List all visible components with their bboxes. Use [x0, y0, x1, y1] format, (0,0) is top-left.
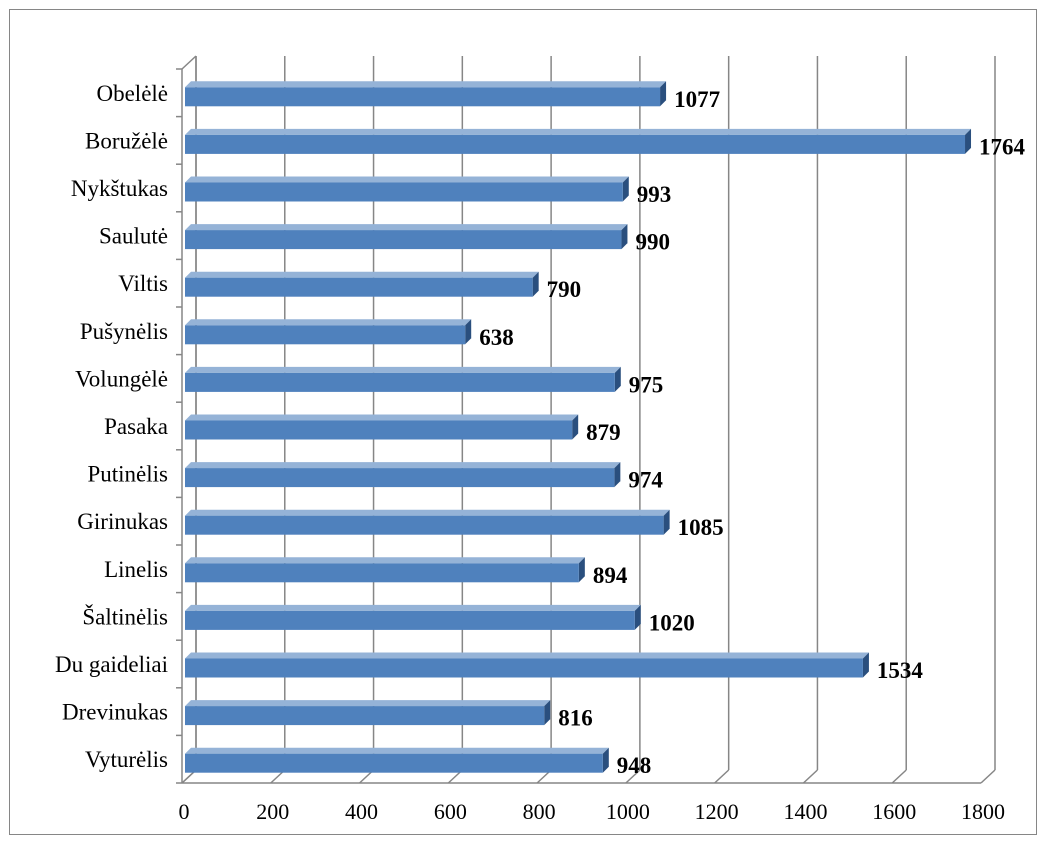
- bar-top: [185, 604, 641, 611]
- bar: [185, 277, 533, 297]
- bar-top: [185, 271, 539, 278]
- bar-side: [572, 414, 579, 440]
- category-label: Vyturėlis: [85, 747, 168, 772]
- category-label: Obelėlė: [96, 81, 168, 106]
- bar: [185, 706, 545, 726]
- bar-side: [602, 747, 609, 773]
- bar-top: [185, 652, 869, 659]
- bar-side: [578, 557, 585, 583]
- bar: [185, 753, 603, 773]
- x-tick-label: 200: [256, 799, 289, 824]
- bar-side: [614, 366, 621, 392]
- bar-top: [185, 366, 621, 373]
- bar-side: [465, 319, 472, 345]
- data-label: 1020: [649, 610, 695, 635]
- label-layer: 0 200 400 600 800 1000 1200 1400 1600 1800 Obelėlė…: [55, 81, 1026, 824]
- bar-top: [185, 81, 667, 88]
- data-label: 1534: [877, 658, 924, 683]
- bar: [185, 420, 573, 440]
- bar: [185, 372, 615, 392]
- data-label: 948: [617, 753, 652, 778]
- category-label: Pasaka: [104, 414, 168, 439]
- category-label: Boružėlė: [85, 128, 168, 153]
- bar-top: [185, 128, 972, 135]
- side-wall-top-edge: [181, 55, 197, 70]
- bar-top: [185, 176, 629, 183]
- bar-side: [660, 81, 667, 107]
- category-label: Girinukas: [77, 509, 168, 534]
- x-tick-label: 0: [179, 799, 190, 824]
- floor-gridline: [891, 769, 907, 784]
- data-label: 879: [586, 420, 621, 445]
- category-label: Viltis: [118, 271, 168, 296]
- x-tick-label: 1000: [606, 799, 650, 824]
- bar-top: [185, 462, 621, 469]
- bar-chart: 0 200 400 600 800 1000 1200 1400 1600 1800 Obelėlė…: [55, 55, 1026, 824]
- bar-side: [965, 128, 972, 154]
- data-label: 1077: [674, 87, 720, 112]
- x-tick-label: 1200: [695, 799, 739, 824]
- data-label: 1085: [678, 515, 724, 540]
- bar: [185, 325, 466, 345]
- bar: [185, 468, 615, 488]
- bar-side: [614, 462, 621, 488]
- bar-top: [185, 319, 472, 326]
- bar: [185, 658, 863, 678]
- data-label: 790: [547, 277, 582, 302]
- floor-gridline: [714, 769, 730, 784]
- category-label: Nykštukas: [71, 176, 168, 201]
- bar-side: [622, 176, 629, 202]
- x-tick-label: 400: [345, 799, 378, 824]
- bar-side: [862, 652, 869, 678]
- x-tick-label: 1600: [872, 799, 916, 824]
- data-label: 993: [637, 182, 672, 207]
- bar-top: [185, 509, 670, 516]
- category-label: Saulutė: [99, 224, 168, 249]
- category-label: Šaltinėlis: [82, 603, 168, 629]
- data-label: 1764: [979, 134, 1026, 159]
- category-label: Pušynėlis: [80, 319, 168, 344]
- bar-top: [185, 700, 551, 707]
- x-tick-label: 1800: [961, 799, 1005, 824]
- bar-side: [634, 604, 641, 630]
- bar-side: [544, 700, 551, 726]
- category-label: Volungėlė: [75, 366, 168, 391]
- floor-gridline: [625, 769, 641, 784]
- floor-gridline: [980, 769, 996, 784]
- bar: [185, 515, 664, 535]
- bar: [185, 230, 622, 250]
- category-label: Drevinukas: [62, 700, 168, 725]
- data-label: 816: [558, 706, 593, 731]
- data-label: 990: [635, 230, 670, 255]
- bar: [185, 182, 623, 202]
- bar-side: [621, 224, 628, 250]
- category-label: Putinėlis: [87, 462, 168, 487]
- bar-side: [532, 271, 539, 297]
- bar-top: [185, 224, 628, 231]
- bar-top: [185, 747, 609, 754]
- data-label: 894: [593, 563, 628, 588]
- bar: [185, 610, 635, 630]
- data-label: 638: [479, 325, 514, 350]
- grid-layer: [176, 55, 996, 784]
- x-tick-label: 600: [434, 799, 467, 824]
- bar-top: [185, 414, 579, 421]
- x-tick-label: 1400: [783, 799, 827, 824]
- bar-side: [663, 509, 670, 535]
- category-label: Linelis: [104, 557, 168, 582]
- bar-layer: [185, 81, 972, 773]
- data-label: 975: [629, 372, 664, 397]
- chart-frame: 0 200 400 600 800 1000 1200 1400 1600 1800 Obelėlė…: [9, 9, 1037, 835]
- category-label: Du gaideliai: [55, 652, 168, 677]
- bar: [185, 563, 579, 583]
- bar: [185, 134, 966, 154]
- bar: [185, 87, 661, 107]
- floor-gridline: [802, 769, 818, 784]
- x-tick-label: 800: [523, 799, 556, 824]
- bar-top: [185, 557, 585, 564]
- data-label: 974: [628, 468, 663, 493]
